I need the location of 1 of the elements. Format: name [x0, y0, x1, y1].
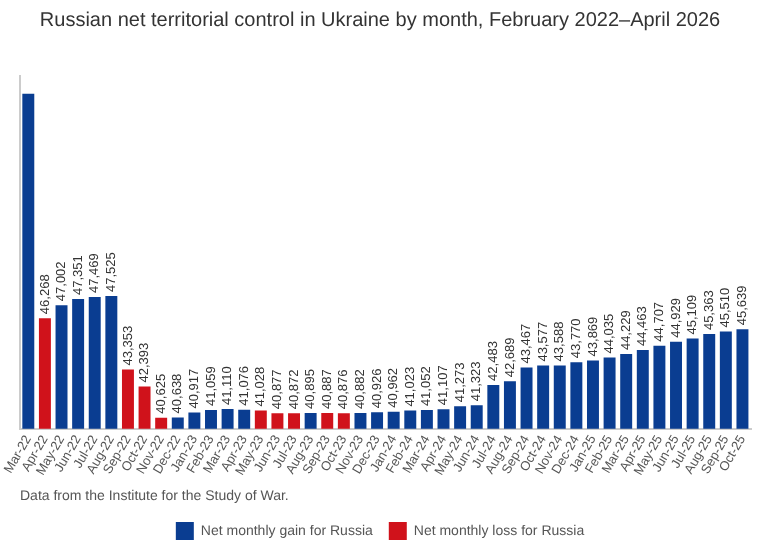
- chart-title: Russian net territorial control in Ukraine by month, February 2022–April 2026: [39, 9, 722, 32]
